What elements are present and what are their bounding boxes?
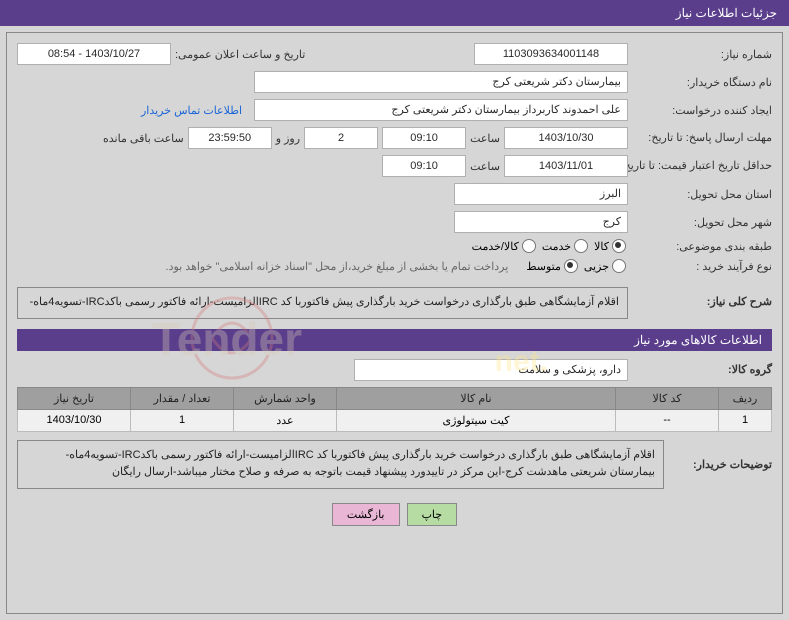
label-remain-and: روز و: [276, 132, 300, 145]
row-delivery-province: استان محل تحویل: البرز: [17, 183, 772, 205]
label-summary: شرح کلی نیاز:: [632, 287, 772, 319]
radio-both-label: کالا/خدمت: [472, 240, 519, 253]
label-buyer-org: نام دستگاه خریدار:: [632, 76, 772, 89]
row-goods-group: گروه کالا: دارو، پزشکی و سلامت: [17, 359, 772, 381]
radio-service[interactable]: خدمت: [542, 239, 588, 253]
radio-partial-dot: [612, 259, 626, 273]
value-requester: علی احمدوند کاربرداز بیمارستان دکتر شریع…: [254, 99, 628, 121]
td-name: کیت سیتولوژی: [337, 409, 616, 431]
value-delivery-province: البرز: [454, 183, 628, 205]
purchase-process-note: پرداخت تمام یا بخشی از مبلغ خرید،از محل …: [166, 260, 509, 273]
label-price-valid-time: ساعت: [470, 160, 500, 173]
goods-table-body: 1 -- کیت سیتولوژی عدد 1 1403/10/30: [18, 409, 772, 431]
value-publish-datetime: 1403/10/27 - 08:54: [17, 43, 171, 65]
details-body: AriaTender .net شماره نیاز: 110309363400…: [6, 32, 783, 614]
goods-panel-title: اطلاعات کالاهای مورد نیاز: [17, 329, 772, 351]
radio-goods-dot: [612, 239, 626, 253]
label-price-valid: حداقل تاریخ اعتبار قیمت: تا تاریخ:: [632, 159, 772, 173]
value-buyer-desc: اقلام آزمایشگاهی طبق بارگذاری درخواست خر…: [17, 440, 664, 489]
back-button[interactable]: بازگشت: [332, 503, 400, 526]
td-code: --: [616, 409, 719, 431]
label-requester: ایجاد کننده درخواست:: [632, 104, 772, 117]
buyer-contact-link[interactable]: اطلاعات تماس خریدار: [141, 104, 242, 117]
radio-medium-dot: [564, 259, 578, 273]
value-price-valid-date: 1403/11/01: [504, 155, 628, 177]
radio-medium-label: متوسط: [526, 260, 561, 273]
row-category-type: طبقه بندی موضوعی: کالا خدمت کالا/خدمت: [17, 239, 772, 253]
radio-goods-label: کالا: [594, 240, 609, 253]
label-deadline: مهلت ارسال پاسخ: تا تاریخ:: [632, 131, 772, 145]
td-row: 1: [719, 409, 772, 431]
td-date: 1403/10/30: [18, 409, 131, 431]
radio-medium[interactable]: متوسط: [526, 259, 578, 273]
row-purchase-process: نوع فرآیند خرید : جزیی متوسط پرداخت تمام…: [17, 259, 772, 273]
row-deadline: مهلت ارسال پاسخ: تا تاریخ: 1403/10/30 سا…: [17, 127, 772, 149]
value-summary: اقلام آزمایشگاهی طبق بارگذاری درخواست خر…: [17, 287, 628, 319]
value-price-valid-time: 09:10: [382, 155, 466, 177]
label-buyer-desc: توضیحات خریدار:: [693, 458, 772, 471]
value-need-number: 1103093634001148: [474, 43, 628, 65]
label-publish-datetime: تاریخ و ساعت اعلان عمومی:: [175, 48, 305, 61]
value-remain-time: 23:59:50: [188, 127, 272, 149]
th-date: تاریخ نیاز: [18, 387, 131, 409]
value-buyer-org: بیمارستان دکتر شریعتی کرج: [254, 71, 628, 93]
label-delivery-province: استان محل تحویل:: [632, 188, 772, 201]
radio-goods[interactable]: کالا: [594, 239, 626, 253]
radio-service-label: خدمت: [542, 240, 571, 253]
row-requester: ایجاد کننده درخواست: علی احمدوند کاربردا…: [17, 99, 772, 121]
radio-both-dot: [522, 239, 536, 253]
row-need-number: شماره نیاز: 1103093634001148 تاریخ و ساع…: [17, 43, 772, 65]
need-details-panel: جزئیات اطلاعات نیاز AriaTender .net شمار…: [0, 0, 789, 614]
label-goods-group: گروه کالا:: [632, 363, 772, 376]
label-remain-suffix: ساعت باقی مانده: [103, 132, 184, 145]
radio-both[interactable]: کالا/خدمت: [472, 239, 536, 253]
td-qty: 1: [131, 409, 234, 431]
value-delivery-city: کرج: [454, 211, 628, 233]
goods-table-head: ردیف کد کالا نام کالا واحد شمارش تعداد /…: [18, 387, 772, 409]
row-summary: شرح کلی نیاز: اقلام آزمایشگاهی طبق بارگذ…: [17, 287, 772, 319]
row-price-validity: حداقل تاریخ اعتبار قیمت: تا تاریخ: 1403/…: [17, 155, 772, 177]
label-purchase-process: نوع فرآیند خرید :: [632, 260, 772, 273]
goods-table: ردیف کد کالا نام کالا واحد شمارش تعداد /…: [17, 387, 772, 432]
value-remain-days: 2: [304, 127, 378, 149]
row-buyer-org: نام دستگاه خریدار: بیمارستان دکتر شریعتی…: [17, 71, 772, 93]
print-button[interactable]: چاپ: [407, 503, 458, 526]
radio-partial-label: جزیی: [584, 260, 609, 273]
th-qty: تعداد / مقدار: [131, 387, 234, 409]
value-deadline-date: 1403/10/30: [504, 127, 628, 149]
panel-title: جزئیات اطلاعات نیاز: [0, 0, 789, 26]
label-deadline-time: ساعت: [470, 132, 500, 145]
th-name: نام کالا: [337, 387, 616, 409]
radio-service-dot: [574, 239, 588, 253]
th-unit: واحد شمارش: [234, 387, 337, 409]
th-row: ردیف: [719, 387, 772, 409]
radio-partial[interactable]: جزیی: [584, 259, 626, 273]
td-unit: عدد: [234, 409, 337, 431]
row-delivery-city: شهر محل تحویل: کرج: [17, 211, 772, 233]
value-deadline-time: 09:10: [382, 127, 466, 149]
label-delivery-city: شهر محل تحویل:: [632, 216, 772, 229]
buttons-row: چاپ بازگشت: [17, 503, 772, 526]
table-row: 1 -- کیت سیتولوژی عدد 1 1403/10/30: [18, 409, 772, 431]
row-buyer-desc: توضیحات خریدار: اقلام آزمایشگاهی طبق بار…: [17, 440, 772, 489]
th-code: کد کالا: [616, 387, 719, 409]
value-goods-group: دارو، پزشکی و سلامت: [354, 359, 628, 381]
label-need-number: شماره نیاز:: [632, 48, 772, 61]
label-category-type: طبقه بندی موضوعی:: [632, 240, 772, 253]
